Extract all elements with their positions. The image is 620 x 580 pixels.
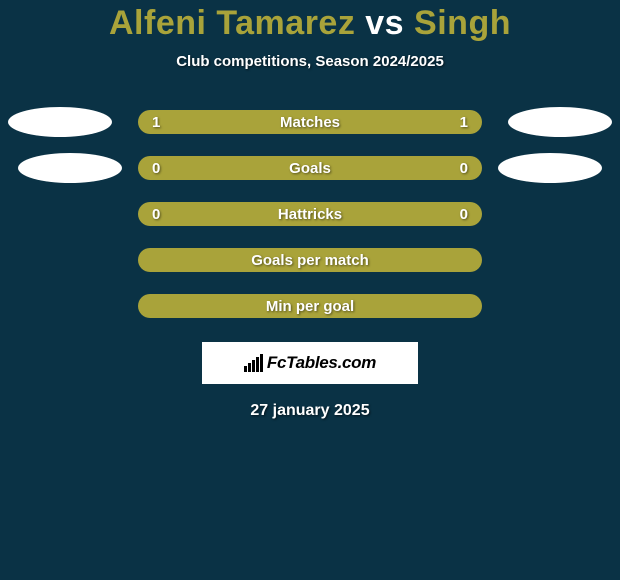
stat-row: Goals per match: [0, 248, 620, 272]
player-ellipse-left: [18, 153, 122, 183]
player-ellipse-right: [508, 107, 612, 137]
stat-row: 1 Matches 1: [0, 110, 620, 134]
stat-row: 0 Goals 0: [0, 156, 620, 180]
stat-bar: 0 Hattricks 0: [138, 202, 482, 226]
stat-label: Goals per match: [251, 252, 369, 269]
stat-value-right: 0: [460, 206, 468, 223]
brand-box: FcTables.com: [202, 342, 418, 384]
subtitle: Club competitions, Season 2024/2025: [176, 53, 444, 70]
stat-bar: 1 Matches 1: [138, 110, 482, 134]
stat-row: 0 Hattricks 0: [0, 202, 620, 226]
player1-name: Alfeni Tamarez: [109, 4, 355, 42]
brand-text: FcTables.com: [267, 353, 376, 373]
stat-label: Min per goal: [266, 298, 354, 315]
stat-value-right: 0: [460, 160, 468, 177]
stat-bar: Min per goal: [138, 294, 482, 318]
stat-bar: 0 Goals 0: [138, 156, 482, 180]
stat-value-right: 1: [460, 114, 468, 131]
player-ellipse-left: [8, 107, 112, 137]
stat-value-left: 0: [152, 206, 160, 223]
stat-value-left: 1: [152, 114, 160, 131]
stat-value-left: 0: [152, 160, 160, 177]
stat-bar: Goals per match: [138, 248, 482, 272]
stats-area: 1 Matches 1 0 Goals 0 0 Hattricks 0 Goals per mat…: [0, 110, 620, 318]
player-ellipse-right: [498, 153, 602, 183]
bar-chart-icon: [244, 354, 263, 372]
stat-label: Matches: [280, 114, 340, 131]
vs-text: vs: [355, 4, 414, 42]
player2-name: Singh: [414, 4, 511, 42]
page-title: Alfeni Tamarez vs Singh: [109, 4, 511, 43]
infographic-container: Alfeni Tamarez vs Singh Club competition…: [0, 0, 620, 420]
stat-row: Min per goal: [0, 294, 620, 318]
stat-label: Hattricks: [278, 206, 342, 223]
stat-label: Goals: [289, 160, 331, 177]
date-text: 27 january 2025: [250, 402, 369, 420]
